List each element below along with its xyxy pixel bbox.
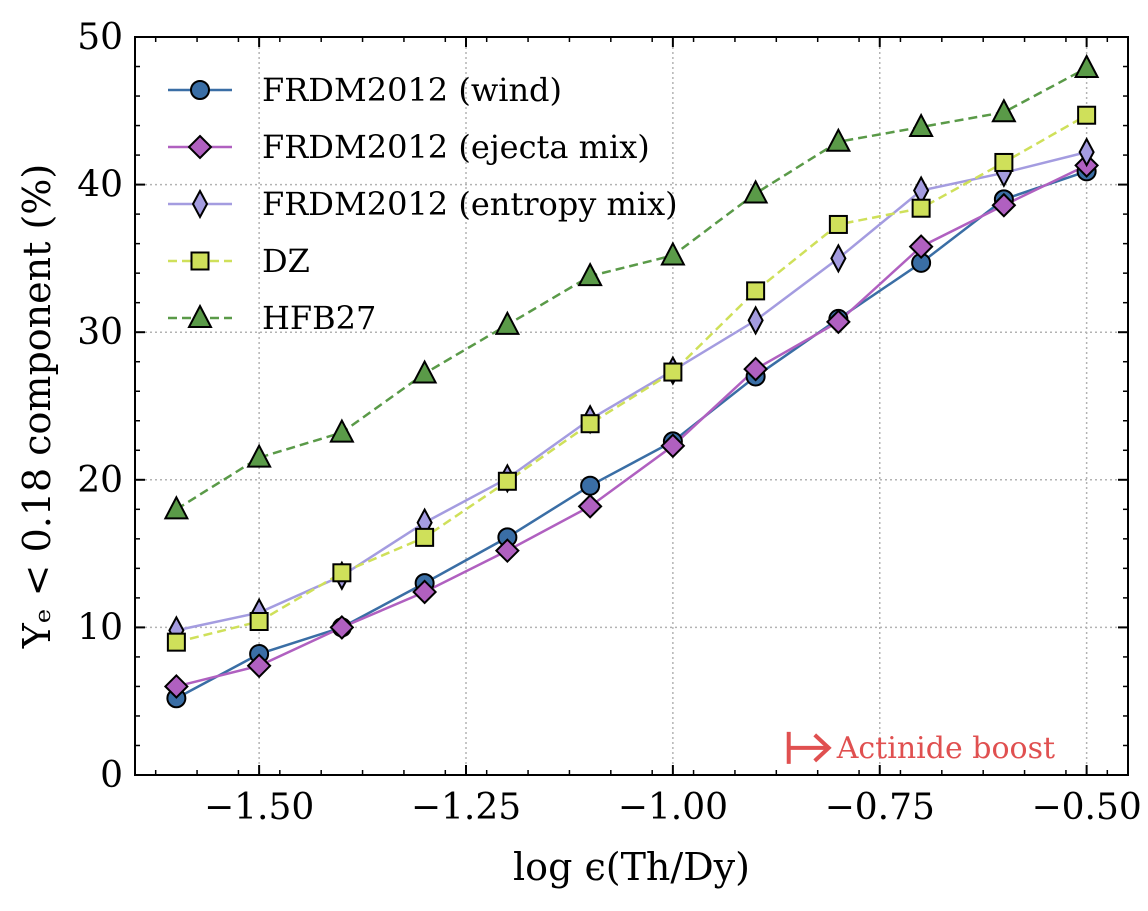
legend-label: HFB27: [262, 299, 376, 337]
data-point: [908, 112, 934, 138]
y-tick-label: 40: [77, 165, 123, 206]
y-tick-label: 0: [100, 755, 123, 796]
data-point: [1073, 53, 1100, 78]
annotation-text: Actinide boost: [836, 731, 1055, 766]
data-point: [991, 98, 1017, 123]
x-tick-label: −0.75: [825, 787, 935, 828]
series-line: [176, 114, 1088, 644]
data-point: [412, 579, 438, 605]
legend-label: FRDM2012 (wind): [262, 71, 562, 109]
legend: FRDM2012 (wind) FRDM2012 (ejecta mix) FRDM…: [168, 71, 678, 337]
data-point: [746, 281, 766, 301]
series-line: [175, 170, 1088, 700]
data-point: [908, 234, 934, 260]
series-line: [175, 66, 1088, 511]
legend-marker: [191, 188, 209, 220]
data-point: [246, 653, 272, 679]
data-point: [911, 198, 931, 218]
data-point: [163, 674, 189, 699]
legend-marker: [187, 134, 213, 160]
data-point: [747, 305, 764, 336]
data-point: [580, 414, 600, 434]
x-tick-label: −1.00: [618, 787, 728, 828]
y-tick-label: 20: [77, 460, 123, 501]
annotation: Actinide boost: [786, 731, 1055, 766]
data-point: [663, 362, 683, 382]
data-point: [994, 152, 1014, 172]
data-point: [828, 214, 848, 234]
data-point: [660, 433, 686, 459]
legend-marker: [190, 251, 210, 271]
data-point: [577, 261, 603, 287]
y-axis-label: Yₑ < 0.18 component (%): [15, 164, 59, 649]
data-point: [166, 632, 186, 652]
data-point: [494, 538, 520, 564]
data-point: [825, 309, 851, 335]
legend-label: FRDM2012 (entropy mix): [262, 185, 678, 223]
legend-marker: [190, 80, 210, 100]
data-point: [830, 243, 847, 274]
data-series: [163, 53, 1100, 709]
x-tick-label: −1.50: [204, 787, 314, 828]
data-point: [332, 563, 352, 583]
data-point: [825, 127, 852, 152]
data-point: [249, 611, 269, 631]
data-point: [329, 418, 355, 443]
data-point: [742, 179, 769, 204]
data-point: [163, 495, 190, 520]
annotation-arrow-head: [813, 733, 832, 763]
data-point: [991, 192, 1017, 218]
data-point: [1077, 105, 1097, 125]
y-tick-label: 50: [77, 17, 123, 58]
series-line: [176, 150, 1087, 632]
data-point: [411, 359, 438, 384]
data-point: [577, 493, 603, 519]
legend-marker: [187, 303, 213, 328]
legend-label: FRDM2012 (ejecta mix): [262, 128, 650, 166]
y-tick-label: 30: [77, 312, 123, 353]
x-tick-label: −0.50: [1031, 787, 1141, 828]
data-point: [743, 356, 769, 382]
data-point: [497, 471, 517, 491]
y-tick-label: 10: [77, 607, 123, 648]
axis-ticks: −1.50 −1.25 −1.00 −0.75 −0.50 0 10 20 30 40 50: [77, 17, 1142, 828]
data-point: [329, 614, 355, 640]
data-point: [415, 527, 435, 547]
legend-label: DZ: [262, 242, 310, 280]
data-point: [246, 443, 272, 468]
data-point: [494, 310, 521, 335]
grid-lines: [135, 37, 1128, 775]
x-tick-label: −1.25: [411, 787, 521, 828]
data-point: [660, 241, 686, 266]
data-point: [580, 475, 601, 496]
plot-frame: [134, 36, 1129, 776]
data-point: [1078, 137, 1095, 168]
x-axis-label: log ϵ(Th/Dy): [513, 845, 750, 889]
series-line: [176, 164, 1088, 688]
